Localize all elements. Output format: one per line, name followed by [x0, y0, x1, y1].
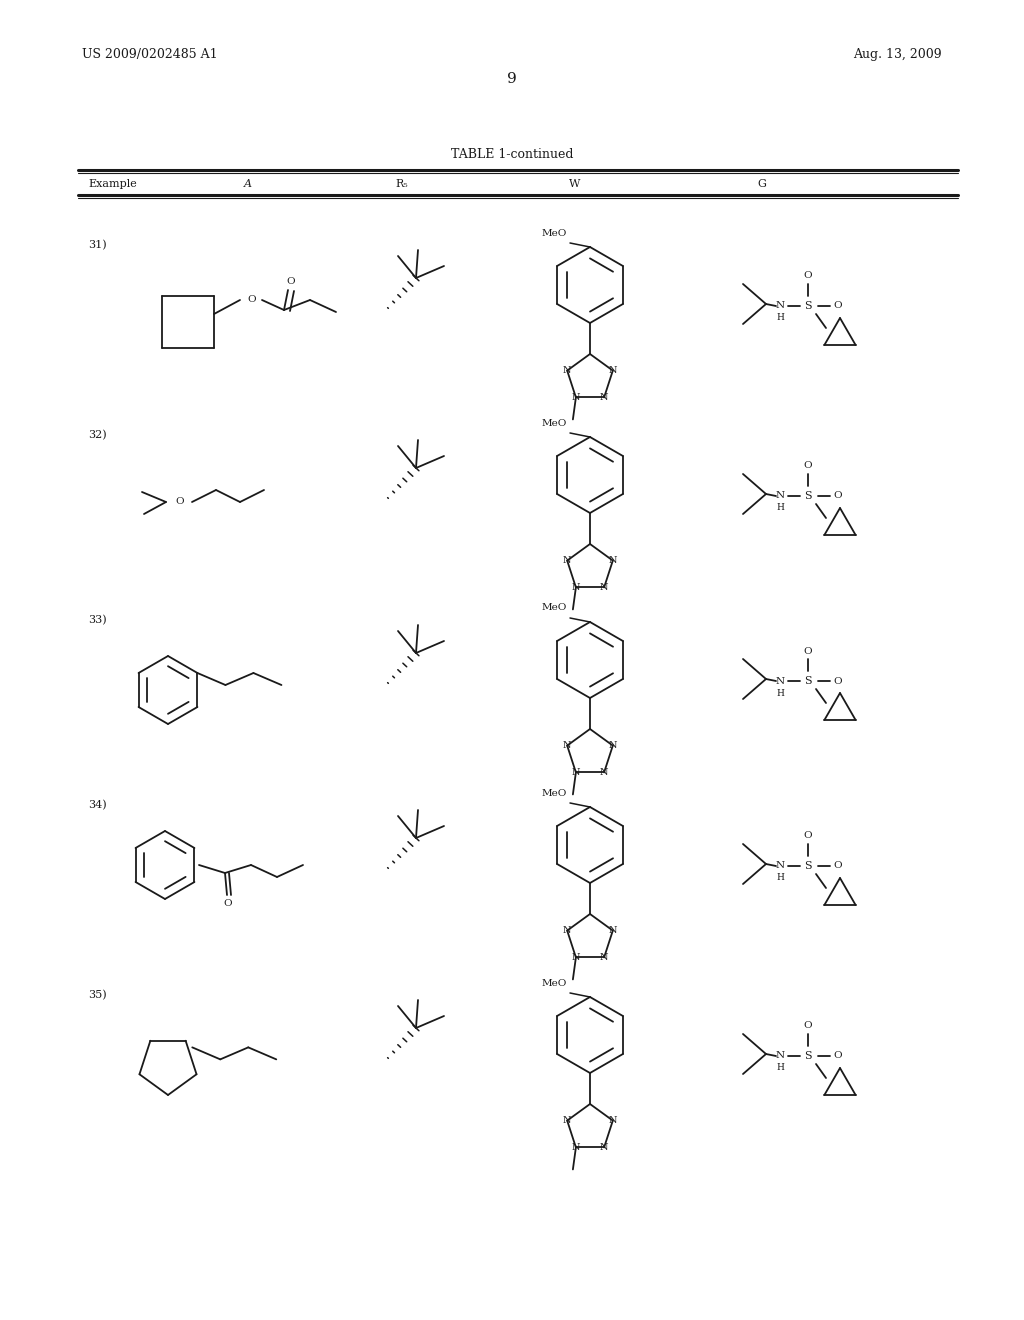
- Text: S: S: [804, 1051, 812, 1061]
- Text: N: N: [775, 491, 784, 500]
- Text: N: N: [608, 1117, 617, 1125]
- Text: O: O: [804, 272, 812, 281]
- Text: H: H: [776, 314, 784, 322]
- Text: N: N: [563, 1117, 571, 1125]
- Text: N: N: [775, 862, 784, 870]
- Text: N: N: [608, 366, 617, 375]
- Text: O: O: [834, 862, 843, 870]
- Text: MeO: MeO: [542, 603, 567, 612]
- Text: N: N: [600, 393, 608, 401]
- Text: O: O: [804, 647, 812, 656]
- Text: N: N: [600, 1143, 608, 1152]
- Text: O: O: [804, 832, 812, 841]
- Text: 9: 9: [507, 73, 517, 86]
- Text: N: N: [563, 741, 571, 750]
- Text: 33): 33): [88, 615, 106, 626]
- Text: N: N: [571, 583, 581, 591]
- Text: H: H: [776, 1064, 784, 1072]
- Text: O: O: [834, 676, 843, 685]
- Text: 32): 32): [88, 430, 106, 441]
- Text: N: N: [563, 556, 571, 565]
- Text: O: O: [223, 899, 232, 908]
- Text: Aug. 13, 2009: Aug. 13, 2009: [853, 48, 942, 61]
- Text: O: O: [287, 277, 295, 286]
- Text: S: S: [804, 676, 812, 686]
- Text: N: N: [571, 953, 581, 962]
- Text: MeO: MeO: [542, 978, 567, 987]
- Text: N: N: [775, 1052, 784, 1060]
- Text: N: N: [571, 768, 581, 777]
- Text: O: O: [248, 296, 256, 305]
- Text: N: N: [600, 953, 608, 962]
- Text: H: H: [776, 503, 784, 512]
- Text: A: A: [244, 180, 252, 189]
- Text: MeO: MeO: [542, 228, 567, 238]
- Text: N: N: [571, 1143, 581, 1152]
- Text: N: N: [608, 741, 617, 750]
- Text: MeO: MeO: [542, 418, 567, 428]
- Text: H: H: [776, 689, 784, 697]
- Text: 34): 34): [88, 800, 106, 810]
- Text: N: N: [775, 301, 784, 310]
- Text: N: N: [775, 676, 784, 685]
- Text: N: N: [563, 927, 571, 935]
- Text: S: S: [804, 301, 812, 312]
- Text: N: N: [608, 556, 617, 565]
- Text: O: O: [834, 491, 843, 500]
- Text: W: W: [569, 180, 581, 189]
- Text: O: O: [176, 498, 184, 507]
- Text: N: N: [600, 583, 608, 591]
- Text: S: S: [804, 491, 812, 502]
- Text: G: G: [758, 180, 766, 189]
- Text: O: O: [804, 462, 812, 470]
- Text: S: S: [804, 861, 812, 871]
- Text: H: H: [776, 874, 784, 883]
- Text: O: O: [834, 301, 843, 310]
- Text: R₅: R₅: [395, 180, 409, 189]
- Text: N: N: [600, 768, 608, 777]
- Text: TABLE 1-continued: TABLE 1-continued: [451, 148, 573, 161]
- Text: US 2009/0202485 A1: US 2009/0202485 A1: [82, 48, 218, 61]
- Text: N: N: [563, 366, 571, 375]
- Text: 31): 31): [88, 240, 106, 251]
- Text: N: N: [608, 927, 617, 935]
- Text: Example: Example: [88, 180, 137, 189]
- Text: O: O: [834, 1052, 843, 1060]
- Text: O: O: [804, 1022, 812, 1031]
- Text: N: N: [571, 393, 581, 401]
- Text: MeO: MeO: [542, 788, 567, 797]
- Text: 35): 35): [88, 990, 106, 1001]
